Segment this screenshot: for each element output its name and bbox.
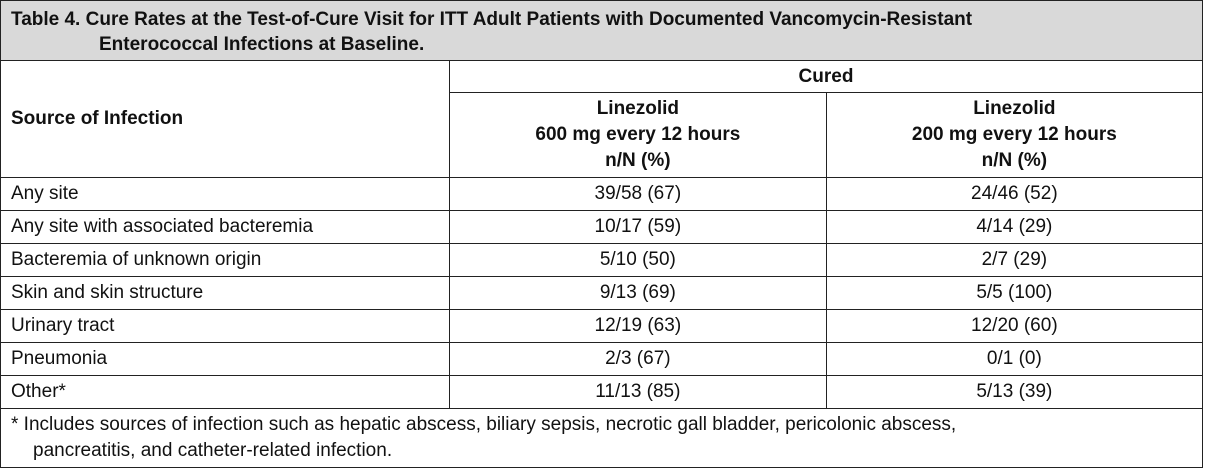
dose-label: 200 mg every 12 hours bbox=[911, 124, 1117, 145]
table-title-line1: Table 4. Cure Rates at the Test-of-Cure … bbox=[11, 9, 973, 30]
table-row: Any site with associated bacteremia 10/1… bbox=[1, 210, 1202, 244]
dose-label: 600 mg every 12 hours bbox=[535, 124, 741, 145]
table-row: Skin and skin structure 9/13 (69) 5/5 (1… bbox=[1, 276, 1202, 310]
table-row: Other* 11/13 (85) 5/13 (39) bbox=[1, 375, 1202, 409]
row-source: Urinary tract bbox=[1, 309, 450, 343]
row-source: Any site with associated bacteremia bbox=[1, 210, 450, 244]
cell-600mg: 39/58 (67) bbox=[449, 177, 827, 211]
footnote-line2: pancreatitis, and catheter-related infec… bbox=[33, 440, 393, 461]
cell-200mg: 24/46 (52) bbox=[825, 177, 1202, 211]
column-group-cured: Cured bbox=[449, 61, 1202, 93]
cell-600mg: 2/3 (67) bbox=[449, 342, 827, 376]
column-header-600mg: Linezolid 600 mg every 12 hours n/N (%) bbox=[449, 92, 827, 178]
cell-200mg: 0/1 (0) bbox=[825, 342, 1202, 376]
row-source: Any site bbox=[1, 177, 450, 211]
table-row: Pneumonia 2/3 (67) 0/1 (0) bbox=[1, 342, 1202, 376]
cell-600mg: 9/13 (69) bbox=[449, 276, 827, 310]
column-header-200mg: Linezolid 200 mg every 12 hours n/N (%) bbox=[825, 92, 1202, 178]
cell-600mg: 12/19 (63) bbox=[449, 309, 827, 343]
cell-200mg: 12/20 (60) bbox=[825, 309, 1202, 343]
cell-600mg: 5/10 (50) bbox=[449, 243, 827, 277]
table-row: Any site 39/58 (67) 24/46 (52) bbox=[1, 177, 1202, 211]
cell-200mg: 4/14 (29) bbox=[825, 210, 1202, 244]
drug-name: Linezolid bbox=[596, 98, 680, 119]
table-footnote: * Includes sources of infection such as … bbox=[1, 409, 1202, 464]
cell-200mg: 5/13 (39) bbox=[825, 375, 1202, 409]
row-source: Pneumonia bbox=[1, 342, 450, 376]
unit-label: n/N (%) bbox=[981, 150, 1048, 171]
drug-name: Linezolid bbox=[973, 98, 1056, 119]
row-source: Skin and skin structure bbox=[1, 276, 450, 310]
cell-600mg: 11/13 (85) bbox=[449, 375, 827, 409]
table-row: Bacteremia of unknown origin 5/10 (50) 2… bbox=[1, 243, 1202, 277]
cell-200mg: 2/7 (29) bbox=[825, 243, 1202, 277]
table-title-line2: Enterococcal Infections at Baseline. bbox=[99, 34, 425, 55]
cell-200mg: 5/5 (100) bbox=[825, 276, 1202, 310]
unit-label: n/N (%) bbox=[605, 150, 671, 171]
table-row: Urinary tract 12/19 (63) 12/20 (60) bbox=[1, 309, 1202, 343]
row-source: Other* bbox=[1, 375, 450, 409]
footnote-line1: * Includes sources of infection such as … bbox=[11, 414, 957, 435]
row-source: Bacteremia of unknown origin bbox=[1, 243, 450, 277]
table-title: Table 4. Cure Rates at the Test-of-Cure … bbox=[1, 1, 1202, 61]
data-grid: Source of Infection Cured Linezolid 600 … bbox=[1, 61, 1202, 409]
column-header-source: Source of Infection bbox=[1, 61, 450, 178]
cell-600mg: 10/17 (59) bbox=[449, 210, 827, 244]
